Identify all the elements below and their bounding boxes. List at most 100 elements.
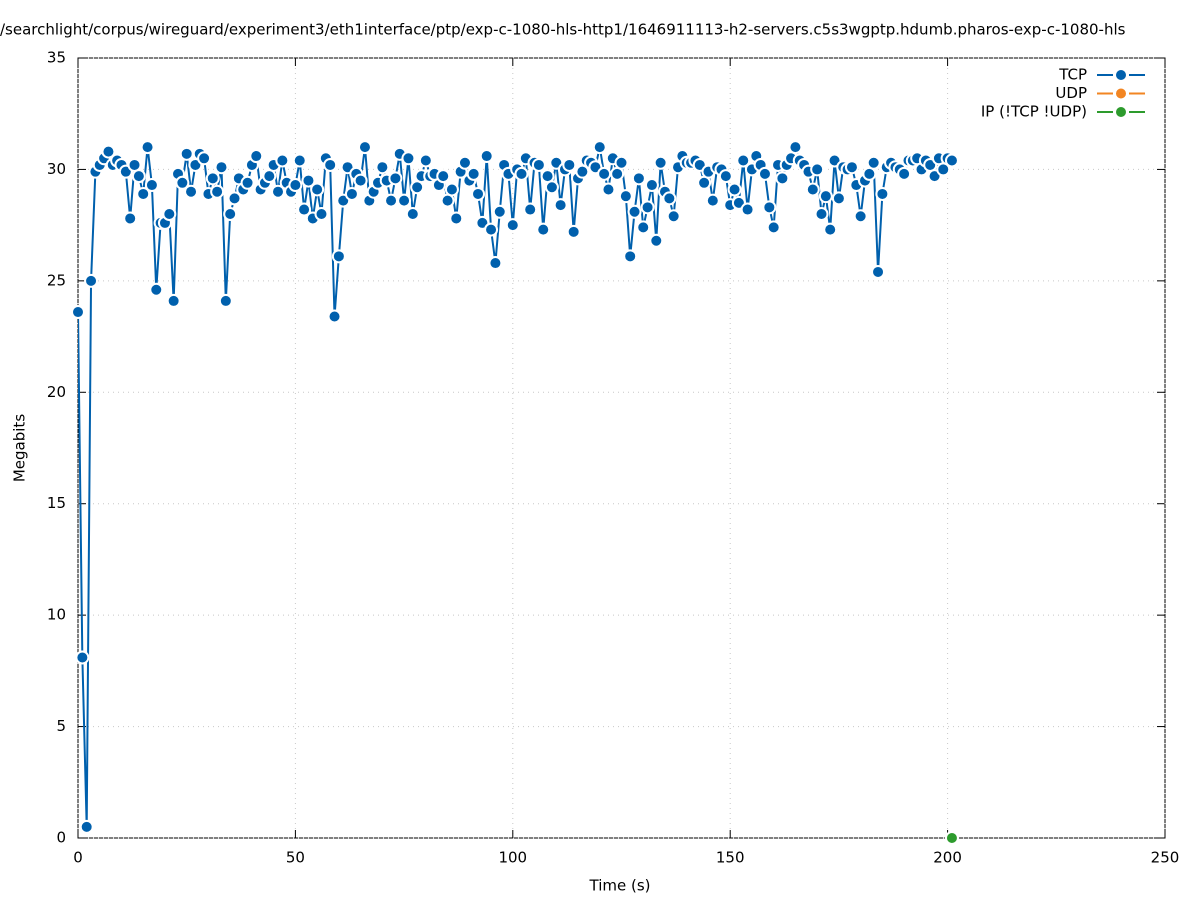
data-point bbox=[223, 207, 238, 221]
x-tick-label: 50 bbox=[286, 849, 305, 867]
data-point bbox=[627, 204, 642, 219]
y-tick-label: 10 bbox=[47, 606, 66, 624]
data-point bbox=[162, 207, 177, 221]
data-point bbox=[436, 169, 451, 184]
data-point bbox=[310, 182, 325, 197]
data-point bbox=[514, 166, 529, 181]
data-point bbox=[323, 157, 338, 172]
data-point bbox=[457, 155, 472, 170]
data-point bbox=[327, 309, 342, 324]
series-line bbox=[78, 144, 953, 827]
data-point bbox=[484, 222, 499, 237]
data-point bbox=[536, 222, 551, 237]
data-point bbox=[75, 650, 90, 665]
y-tick-label: 30 bbox=[47, 160, 66, 178]
data-point bbox=[718, 169, 733, 184]
data-point bbox=[740, 202, 755, 217]
data-point bbox=[357, 140, 372, 155]
data-point bbox=[84, 273, 99, 288]
data-point bbox=[166, 293, 181, 308]
data-point bbox=[488, 256, 503, 271]
data-point bbox=[944, 831, 959, 845]
y-tick-label: 15 bbox=[47, 494, 66, 512]
data-point bbox=[197, 151, 212, 166]
legend-marker bbox=[1114, 86, 1128, 101]
x-tick-label: 200 bbox=[933, 849, 962, 867]
data-point bbox=[149, 282, 164, 297]
data-point bbox=[853, 209, 868, 224]
data-point bbox=[471, 186, 486, 201]
data-point bbox=[788, 140, 803, 155]
data-point bbox=[240, 175, 255, 190]
data-point bbox=[623, 249, 638, 264]
data-point bbox=[71, 305, 85, 320]
data-point bbox=[649, 233, 664, 248]
data-point bbox=[214, 160, 229, 175]
data-point bbox=[592, 140, 607, 155]
legend-label: UDP bbox=[1055, 84, 1087, 102]
x-tick-label: 0 bbox=[73, 849, 83, 867]
data-point bbox=[288, 178, 303, 193]
data-point bbox=[727, 182, 742, 197]
data-point bbox=[736, 153, 751, 168]
data-point bbox=[275, 153, 290, 168]
data-point bbox=[844, 160, 859, 175]
data-point bbox=[640, 200, 655, 215]
y-tick-label: 35 bbox=[47, 49, 66, 67]
data-point bbox=[179, 146, 194, 161]
legend-marker bbox=[1114, 68, 1128, 82]
data-point bbox=[871, 264, 886, 279]
legend-label: TCP bbox=[1058, 66, 1087, 84]
data-point bbox=[384, 193, 399, 208]
data-point bbox=[388, 171, 403, 186]
data-point bbox=[544, 180, 559, 195]
data-point bbox=[757, 166, 772, 181]
data-point bbox=[831, 191, 846, 206]
data-point bbox=[405, 207, 420, 221]
data-point bbox=[292, 153, 307, 168]
data-point bbox=[775, 171, 790, 186]
x-tick-label: 250 bbox=[1151, 849, 1180, 867]
data-point bbox=[136, 186, 151, 201]
x-tick-label: 100 bbox=[498, 849, 527, 867]
data-point bbox=[766, 220, 781, 235]
data-point bbox=[144, 178, 159, 193]
data-point bbox=[601, 182, 616, 197]
data-point bbox=[79, 819, 94, 834]
data-point bbox=[631, 171, 646, 186]
chart-title: /searchlight/corpus/wireguard/experiment… bbox=[0, 21, 1126, 39]
data-point bbox=[618, 189, 633, 204]
data-point bbox=[344, 186, 359, 201]
data-point bbox=[401, 151, 416, 166]
data-point bbox=[505, 218, 520, 233]
data-point bbox=[818, 189, 833, 204]
data-point bbox=[662, 191, 677, 206]
data-point bbox=[644, 178, 659, 193]
data-point bbox=[184, 184, 199, 199]
x-tick-label: 150 bbox=[716, 849, 745, 867]
data-point bbox=[271, 184, 286, 199]
data-point bbox=[566, 224, 581, 239]
y-axis-label: Megabits bbox=[11, 414, 29, 482]
data-point bbox=[205, 171, 220, 186]
data-point bbox=[553, 198, 568, 213]
y-tick-label: 25 bbox=[47, 271, 66, 289]
data-point bbox=[875, 186, 890, 201]
legend-marker bbox=[1114, 105, 1128, 119]
data-point bbox=[444, 182, 459, 197]
data-point bbox=[140, 140, 155, 155]
data-point bbox=[353, 173, 368, 188]
data-point bbox=[614, 155, 629, 170]
data-point bbox=[449, 211, 464, 226]
legend-label: IP (!TCP !UDP) bbox=[981, 103, 1087, 121]
data-point bbox=[479, 149, 494, 164]
data-point bbox=[814, 207, 829, 221]
y-tick-label: 0 bbox=[56, 829, 66, 847]
data-point bbox=[653, 155, 668, 170]
data-point bbox=[101, 144, 116, 159]
data-point bbox=[131, 169, 146, 184]
data-point bbox=[466, 166, 481, 181]
data-point bbox=[944, 153, 959, 168]
data-point bbox=[123, 211, 138, 226]
